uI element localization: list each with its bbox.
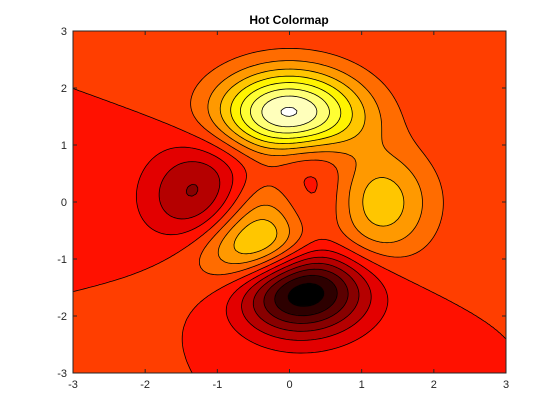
plot-area (72, 30, 507, 374)
x-tick-label: 0 (286, 379, 292, 391)
y-tick-label: 3 (61, 26, 67, 38)
contour-line (240, 82, 342, 139)
y-tick-label: -3 (57, 368, 67, 380)
contour-line (263, 268, 349, 324)
contour-line (219, 68, 405, 255)
contour-line (280, 106, 298, 117)
x-tick-label: 2 (431, 379, 437, 391)
contour-line (135, 146, 389, 354)
y-tick-label: -2 (57, 311, 67, 323)
contour-line (185, 184, 360, 332)
y-axis: 3 2 1 0 -1 -2 -3 (57, 26, 506, 380)
contour-line (230, 75, 353, 144)
contour-line (190, 48, 444, 276)
chart-title: Hot Colormap (249, 13, 328, 27)
x-tick-label: 3 (503, 379, 509, 391)
x-axis: -3 -2 -1 0 1 2 3 (68, 31, 509, 391)
y-tick-label: 1 (61, 140, 67, 152)
contour-line (274, 275, 338, 317)
contour-line (207, 60, 423, 265)
contour-line (72, 88, 507, 374)
contour-line (250, 88, 330, 134)
contour-line (158, 161, 372, 341)
x-tick-label: -2 (140, 379, 150, 391)
x-tick-label: 1 (359, 379, 365, 391)
contour-lines (72, 48, 507, 374)
y-tick-label: 2 (61, 83, 67, 95)
contour-line (261, 95, 318, 128)
y-tick-label: 0 (61, 197, 67, 209)
y-tick-label: -1 (57, 254, 67, 266)
x-tick-label: -3 (68, 379, 78, 391)
x-tick-label: -1 (212, 379, 222, 391)
contour-line (287, 283, 325, 307)
